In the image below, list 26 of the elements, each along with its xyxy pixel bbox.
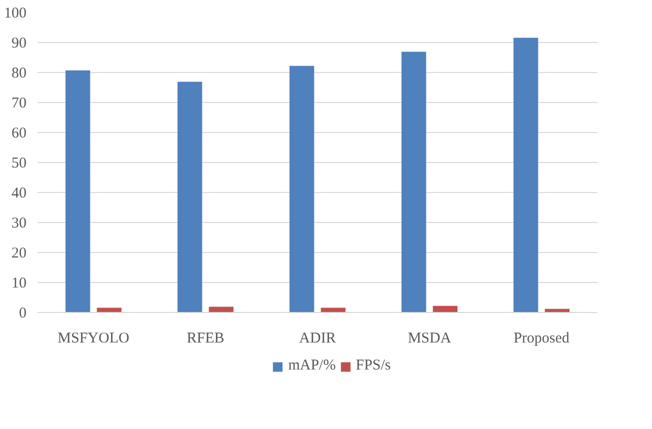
y-tick-label: 80 [12, 66, 26, 82]
bar [178, 82, 202, 312]
bar [514, 38, 538, 312]
y-tick-label: 60 [12, 126, 26, 142]
bar [402, 52, 426, 312]
y-tick-label: 100 [4, 6, 26, 22]
y-tick-label: 40 [12, 186, 26, 202]
x-tick-label: MSDA [408, 330, 452, 346]
y-tick-label: 50 [12, 156, 26, 172]
legend-label: FPS/s [356, 358, 391, 374]
bar [320, 308, 346, 312]
x-tick-label: MSFYOLO [58, 330, 130, 346]
x-tick-label: RFEB [186, 330, 224, 346]
y-tick-label: 10 [12, 276, 26, 292]
bar [432, 306, 458, 312]
x-tick-label: ADIR [299, 330, 336, 346]
y-tick-label: 30 [12, 216, 26, 232]
y-tick-label: 90 [12, 36, 26, 52]
y-tick-label: 0 [19, 306, 26, 322]
bar [96, 308, 122, 312]
y-tick-label: 70 [12, 96, 26, 112]
x-tick-label: Proposed [514, 330, 570, 346]
bar [66, 70, 90, 312]
legend-label: mAP/% [288, 358, 336, 374]
bar [290, 66, 314, 312]
y-tick-label: 20 [12, 246, 26, 262]
